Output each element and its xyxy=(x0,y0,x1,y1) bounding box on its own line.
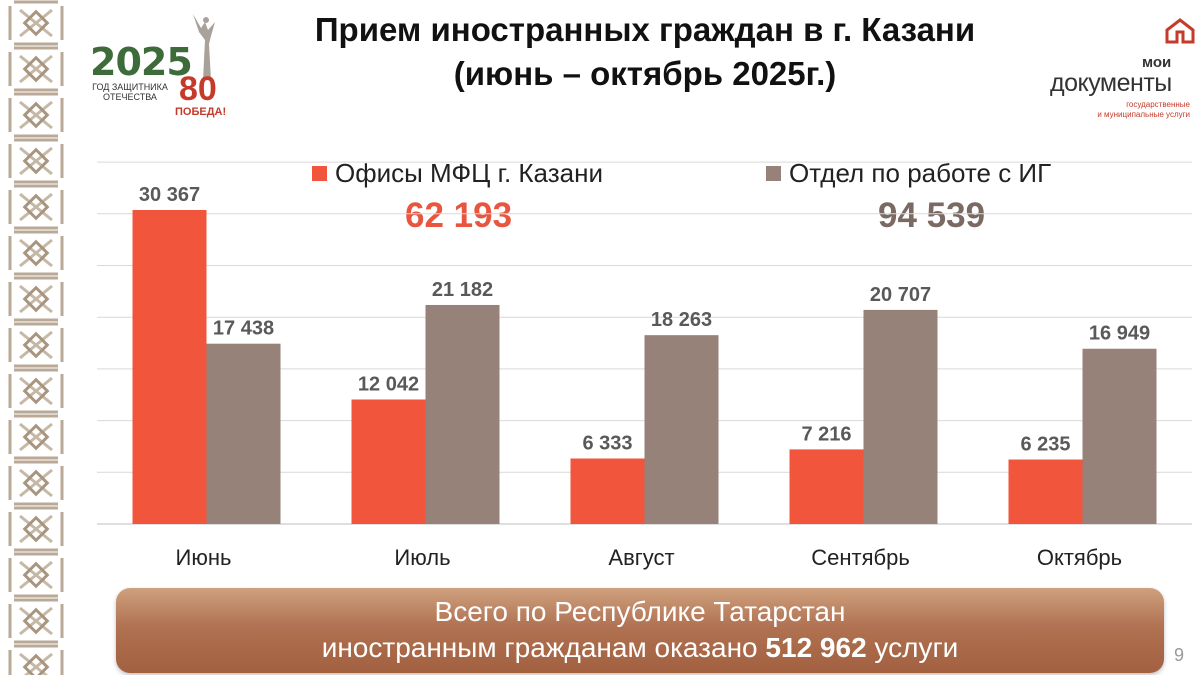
md-emblem-icon xyxy=(1165,18,1195,44)
x-tick-label: Август xyxy=(608,545,674,570)
x-tick-label: Октябрь xyxy=(1037,545,1122,570)
x-tick-label: Июль xyxy=(394,545,450,570)
summary-banner: Всего по Республике Татарстан иностранны… xyxy=(116,588,1164,673)
banner-text-post: услуги xyxy=(866,632,959,663)
data-label: 7 216 xyxy=(801,423,851,445)
monument-icon xyxy=(193,14,215,80)
ornament-border xyxy=(0,0,72,675)
data-label: 20 707 xyxy=(870,284,931,306)
data-label: 12 042 xyxy=(358,373,419,395)
bar-ig xyxy=(206,343,281,524)
page-number: 9 xyxy=(1174,645,1185,665)
data-label: 6 333 xyxy=(582,433,632,455)
legend-item-ig: Отдел по работе с ИГ xyxy=(766,158,1051,189)
legend-swatch-mfc xyxy=(312,166,327,181)
bar-ig xyxy=(644,335,719,524)
victory-number: 80 xyxy=(179,70,217,108)
md-subtitle-2: и муниципальные услуги xyxy=(1097,110,1190,119)
legend-item-mfc: Офисы МФЦ г. Казани xyxy=(312,158,603,189)
md-word-1: мои xyxy=(1142,54,1172,71)
total-mfc: 62 193 xyxy=(405,196,513,235)
bar-ig xyxy=(863,309,938,524)
x-tick-label: Июнь xyxy=(176,545,232,570)
data-label: 18 263 xyxy=(651,309,712,331)
data-label: 30 367 xyxy=(139,184,200,206)
banner-total: 512 962 xyxy=(765,632,867,663)
bar-chart: 30 367 17 438 Июнь 12 042 21 182 Июль 6 333 18 … xyxy=(97,161,1192,570)
md-subtitle-1: государственные xyxy=(1126,100,1190,109)
banner-text-pre: иностранным гражданам оказано xyxy=(321,632,766,663)
banner-line-1: Всего по Республике Татарстан xyxy=(434,596,846,627)
title-line-1: Прием иностранных граждан в г. Казани xyxy=(314,11,976,48)
legend-label-ig: Отдел по работе с ИГ xyxy=(789,158,1052,188)
data-label: 21 182 xyxy=(432,279,493,301)
data-label: 16 949 xyxy=(1089,323,1150,345)
bar-mfc xyxy=(1008,459,1083,524)
md-subtitle: государственные и муниципальные услуги xyxy=(1080,100,1190,120)
logo-year-sub1: ГОД ЗАЩИТНИКА xyxy=(92,82,168,92)
total-ig: 94 539 xyxy=(878,196,986,235)
victory-80-logo: 80 ПОБЕДА! xyxy=(175,10,235,120)
bar-mfc xyxy=(132,210,207,524)
logo-year-sub2: ОТЕЧЕСТВА xyxy=(103,92,157,102)
legend-swatch-ig xyxy=(766,166,781,181)
title-line-2: (июнь – октябрь 2025г.) xyxy=(453,55,837,92)
x-tick-label: Сентябрь xyxy=(811,545,910,570)
banner-line-2: иностранным гражданам оказано 512 962 ус… xyxy=(116,630,1164,666)
legend-label-mfc: Офисы МФЦ г. Казани xyxy=(335,158,603,188)
bar-mfc xyxy=(351,399,426,524)
bar-mfc xyxy=(570,458,645,524)
data-label: 6 235 xyxy=(1020,434,1070,456)
victory-text: ПОБЕДА! xyxy=(175,106,227,118)
page-title: Прием иностранных граждан в г. Казани (и… xyxy=(230,8,1060,96)
bar-ig xyxy=(425,304,500,524)
bar-ig xyxy=(1082,348,1157,524)
md-word-2: документы xyxy=(1050,69,1172,97)
bar-mfc xyxy=(789,449,864,524)
data-label: 17 438 xyxy=(213,318,274,340)
